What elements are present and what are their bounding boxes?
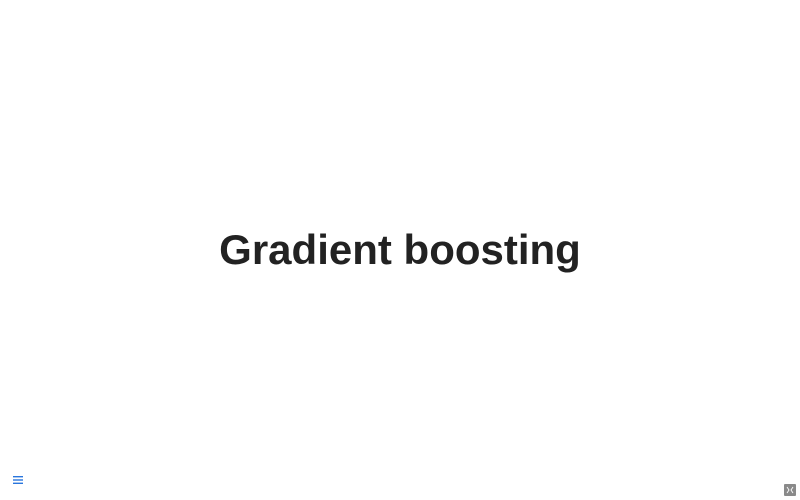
pdf-export-icon (786, 486, 794, 494)
pdf-export-button[interactable] (784, 484, 796, 496)
slide-title: Gradient boosting (219, 226, 581, 273)
menu-button[interactable] (12, 474, 24, 486)
hamburger-menu-icon (13, 476, 23, 484)
